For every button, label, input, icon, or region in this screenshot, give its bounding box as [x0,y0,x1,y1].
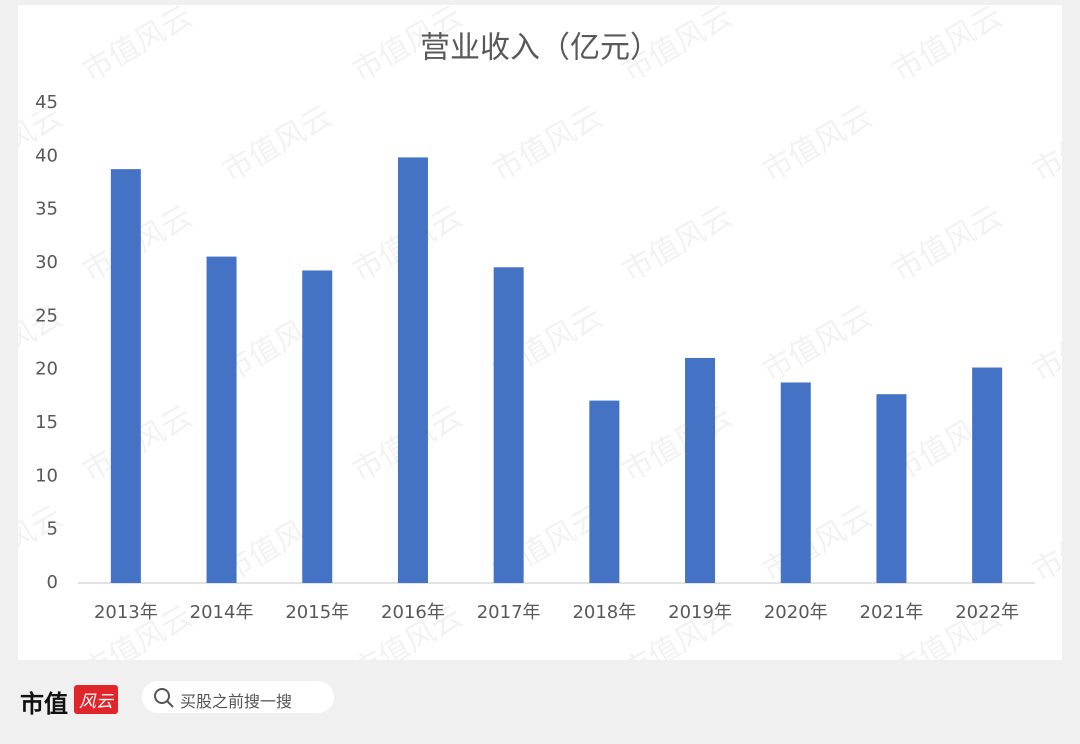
y-tick-label: 45 [35,92,58,113]
y-tick-label: 30 [35,252,58,273]
x-tick-label: 2020年 [764,602,828,623]
search-icon [154,688,174,708]
bar [972,367,1003,583]
y-tick-label: 15 [35,412,58,433]
x-tick-label: 2015年 [285,602,349,623]
logo-badge: 风云 [74,685,118,714]
x-tick-label: 2013年 [94,602,158,623]
x-tick-label: 2014年 [190,602,254,623]
bar [302,270,333,583]
y-tick-label: 40 [35,145,58,166]
bar [876,394,907,583]
bar [110,169,141,583]
y-tick-label: 25 [35,305,58,326]
bar [206,256,237,583]
y-tick-label: 5 [47,519,58,540]
x-tick-label: 2016年 [381,602,445,623]
bar [397,157,428,583]
search-placeholder: 买股之前搜一搜 [180,692,293,711]
x-tick-label: 2021年 [860,602,924,623]
y-tick-label: 0 [47,572,58,593]
x-tick-label: 2022年 [955,602,1019,623]
search-box[interactable]: 买股之前搜一搜 [142,681,334,713]
logo-text: 市值 [20,690,68,718]
bar [589,400,620,583]
y-tick-label: 20 [35,359,58,380]
bar [493,267,524,583]
x-tick-label: 2019年 [668,602,732,623]
x-tick-label: 2018年 [572,602,636,623]
y-tick-label: 35 [35,199,58,220]
x-tick-label: 2017年 [477,602,541,623]
y-tick-label: 10 [35,465,58,486]
bar [780,382,811,583]
footer: 市值 风云 买股之前搜一搜 [0,670,1080,730]
chart-title: 营业收入（亿元） [420,31,660,66]
bar [685,357,716,583]
